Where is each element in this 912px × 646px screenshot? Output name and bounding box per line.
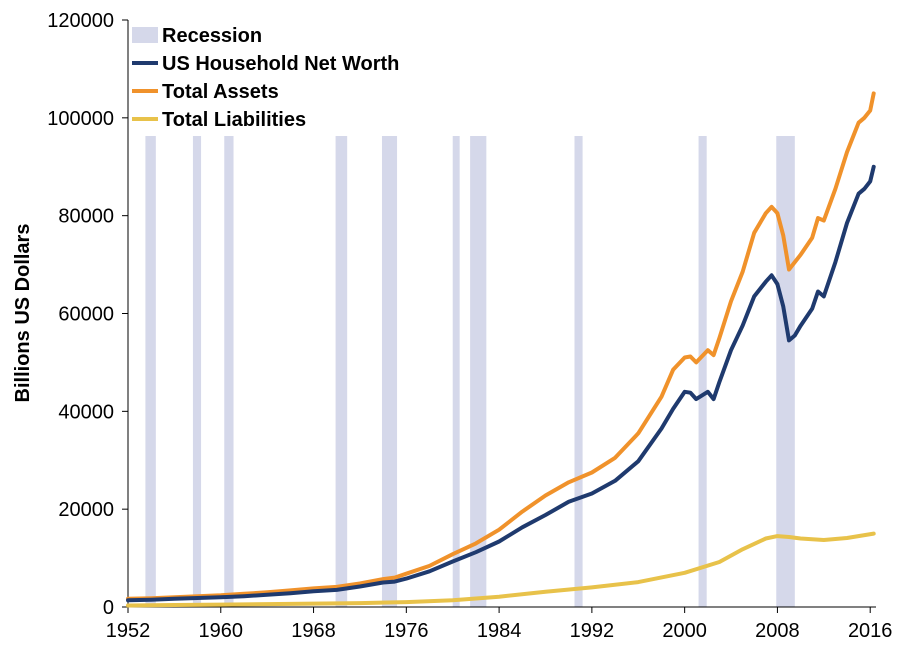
y-tick-label-40000: 40000	[58, 401, 114, 423]
y-tick-label-0: 0	[103, 597, 114, 619]
y-tick-label-100000: 100000	[47, 108, 114, 130]
recession-bands	[145, 136, 795, 607]
x-tick-label-1984: 1984	[477, 620, 522, 642]
series-line-us-household-net-worth	[126, 164, 876, 603]
legend-label-recession: Recession	[162, 25, 262, 47]
x-tick-label-1960: 1960	[199, 620, 244, 642]
recession-band-8	[574, 136, 583, 607]
y-tick-label-60000: 60000	[58, 304, 114, 326]
y-tick-label-80000: 80000	[58, 206, 114, 228]
x-tick-label-1968: 1968	[291, 620, 336, 642]
series-lines	[126, 91, 876, 608]
y-tick-labels: 0 20000 40000 60000 80000 100000 120000	[47, 10, 114, 619]
legend-label-total-liabilities: Total Liabilities	[162, 109, 306, 131]
recession-band-5	[381, 136, 398, 607]
recession-band-9	[698, 136, 707, 607]
x-tick-label-1952: 1952	[106, 620, 151, 642]
y-axis-title: Billions US Dollars	[12, 224, 34, 403]
recession-band-2	[192, 136, 202, 607]
x-tick-label-1976: 1976	[384, 620, 429, 642]
legend-swatch-recession	[132, 27, 158, 43]
recession-band-7	[470, 136, 487, 607]
series-line-total-liabilities	[126, 531, 876, 608]
recession-band-1	[145, 136, 156, 607]
x-tick-labels: 1952 1960 1968 1976 1984 1992 2000 2008 2016	[106, 620, 893, 642]
recession-band-4	[335, 136, 348, 607]
x-tick-label-1992: 1992	[570, 620, 615, 642]
x-tick-label-2008: 2008	[755, 620, 800, 642]
recession-band-10	[776, 136, 795, 607]
x-tick-label-2000: 2000	[662, 620, 707, 642]
recession-band-3	[224, 136, 234, 607]
y-tick-label-20000: 20000	[58, 499, 114, 521]
legend: Recession US Household Net Worth Total Ass…	[132, 25, 399, 131]
axes	[122, 19, 876, 613]
legend-label-total-assets: Total Assets	[162, 81, 279, 103]
legend-label-us-household-net-worth: US Household Net Worth	[162, 53, 399, 75]
series-line-total-assets	[126, 91, 876, 601]
recession-band-6	[452, 136, 460, 607]
y-tick-label-120000: 120000	[47, 10, 114, 32]
x-tick-label-2016: 2016	[848, 620, 893, 642]
